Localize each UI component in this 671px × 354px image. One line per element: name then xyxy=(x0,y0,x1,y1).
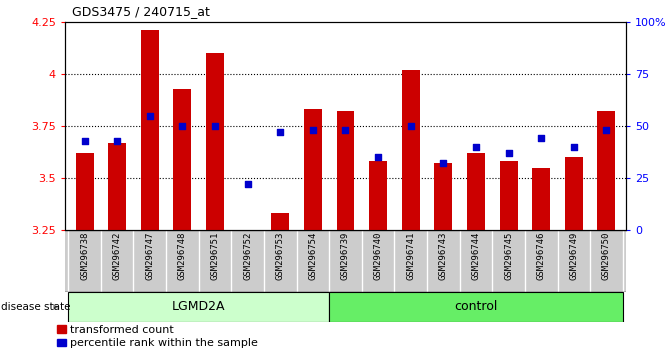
Bar xyxy=(271,213,289,230)
Bar xyxy=(467,153,485,230)
Text: GSM296753: GSM296753 xyxy=(276,232,285,280)
Text: GSM296740: GSM296740 xyxy=(374,232,382,280)
Bar xyxy=(329,292,623,322)
Bar xyxy=(173,88,191,230)
Point xyxy=(242,181,253,187)
Point xyxy=(601,127,612,133)
Bar xyxy=(304,109,322,230)
Point xyxy=(79,138,90,143)
Text: GSM296751: GSM296751 xyxy=(211,232,219,280)
Bar xyxy=(532,167,550,230)
Point xyxy=(536,136,547,141)
Point xyxy=(307,127,318,133)
Point xyxy=(177,123,188,129)
Bar xyxy=(369,161,387,230)
Bar xyxy=(68,292,329,322)
Point xyxy=(373,154,384,160)
Legend: transformed count, percentile rank within the sample: transformed count, percentile rank withi… xyxy=(57,325,258,348)
Point xyxy=(112,138,123,143)
Bar xyxy=(402,70,419,230)
Text: GDS3475 / 240715_at: GDS3475 / 240715_at xyxy=(72,5,209,18)
Text: GSM296741: GSM296741 xyxy=(406,232,415,280)
Bar xyxy=(434,164,452,230)
Bar xyxy=(500,161,517,230)
Text: GSM296748: GSM296748 xyxy=(178,232,187,280)
Text: GSM296743: GSM296743 xyxy=(439,232,448,280)
Point xyxy=(209,123,220,129)
Point xyxy=(470,144,481,150)
Point xyxy=(144,113,155,119)
Text: GSM296745: GSM296745 xyxy=(504,232,513,280)
Text: disease state: disease state xyxy=(1,302,71,312)
Bar xyxy=(76,153,93,230)
Text: control: control xyxy=(454,301,498,314)
Point xyxy=(405,123,416,129)
Text: GSM296752: GSM296752 xyxy=(243,232,252,280)
Text: GSM296749: GSM296749 xyxy=(569,232,578,280)
Bar xyxy=(565,157,583,230)
Point xyxy=(438,161,449,166)
Bar xyxy=(108,143,126,230)
Text: GSM296744: GSM296744 xyxy=(472,232,480,280)
Text: GSM296738: GSM296738 xyxy=(80,232,89,280)
Bar xyxy=(141,30,159,230)
Point xyxy=(340,127,351,133)
Point xyxy=(503,150,514,156)
Point xyxy=(275,130,286,135)
Bar xyxy=(337,112,354,230)
Text: GSM296739: GSM296739 xyxy=(341,232,350,280)
Bar xyxy=(597,112,615,230)
Point xyxy=(568,144,579,150)
Text: LGMD2A: LGMD2A xyxy=(172,301,225,314)
Text: GSM296754: GSM296754 xyxy=(309,232,317,280)
Text: GSM296747: GSM296747 xyxy=(146,232,154,280)
Text: GSM296750: GSM296750 xyxy=(602,232,611,280)
Bar xyxy=(206,53,224,230)
Text: GSM296746: GSM296746 xyxy=(537,232,546,280)
Text: GSM296742: GSM296742 xyxy=(113,232,121,280)
